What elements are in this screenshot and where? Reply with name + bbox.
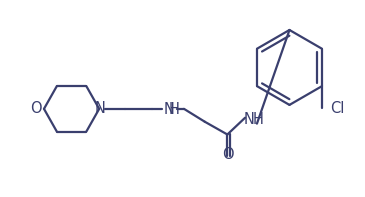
Text: N: N [163, 102, 174, 117]
Text: H: H [168, 102, 179, 117]
Text: Cl: Cl [330, 101, 344, 116]
Text: N: N [243, 112, 254, 127]
Text: H: H [253, 112, 264, 127]
Text: O: O [223, 147, 234, 162]
Text: O: O [30, 101, 42, 116]
Text: N: N [95, 101, 105, 116]
